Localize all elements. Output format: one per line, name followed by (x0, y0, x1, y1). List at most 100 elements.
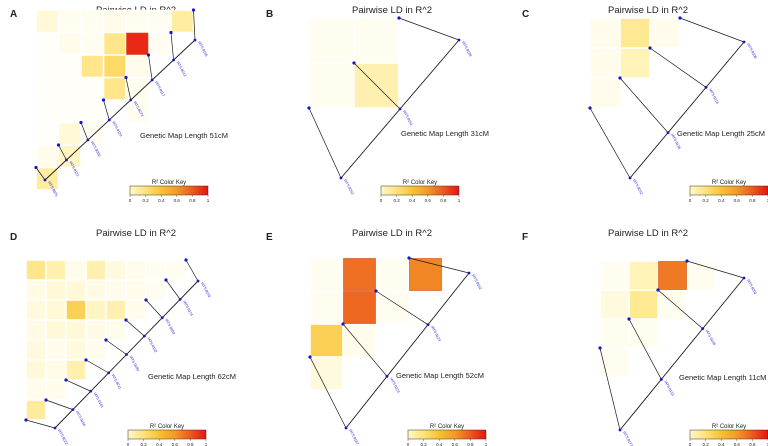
heatmap-cell (81, 32, 104, 55)
color-key-tick-label: 0 (407, 442, 410, 446)
marker-name: IATS 0117 (154, 81, 165, 97)
heatmap-cell (66, 340, 86, 360)
marker-point (101, 98, 106, 102)
heatmap-cells (589, 17, 681, 109)
map-point (467, 271, 471, 275)
heatmap-cell (309, 18, 354, 63)
map-point (666, 131, 670, 135)
heatmap-cell (26, 320, 46, 340)
color-key: R² Color Key 0 0.2 0.4 0.6 0.8 1 (689, 424, 768, 446)
heatmap-cell (86, 300, 106, 320)
marker-name: IATS 0141 (93, 392, 104, 409)
color-key-bar (129, 185, 209, 196)
marker-labels: IATS 0192 IATS 0174 IATS 0103 IATS 0152 IATS… (24, 258, 211, 445)
marker-name: IATS 0174 (182, 300, 193, 317)
color-key-tick-label: 1 (485, 442, 488, 446)
color-key-bar (689, 185, 768, 196)
genetic-map-line (44, 39, 196, 181)
marker-point (34, 165, 38, 170)
marker-connector (308, 107, 342, 179)
color-key-tick-label: 0.4 (156, 442, 163, 446)
heatmap-cell (409, 258, 442, 291)
marker-connector (145, 299, 163, 318)
map-point (457, 38, 461, 42)
marker-point (341, 322, 345, 326)
panel-label: E (266, 232, 273, 243)
color-key-title: R² Color Key (403, 180, 437, 186)
heatmap-cell (26, 400, 46, 420)
heatmap-cell-bg (80, 77, 104, 101)
marker-point (64, 378, 68, 382)
marker-name: IATS 0189 (129, 355, 140, 372)
heatmap-cell (590, 78, 620, 108)
marker-connector (165, 279, 181, 300)
marker-labels: IATS 0108 IATS 0216 IATS 0136 IATS 0232 (588, 16, 757, 195)
heatmap-cell (103, 77, 126, 100)
panel-label: F (522, 232, 528, 243)
marker-point (184, 258, 188, 262)
heatmap-cell (376, 291, 409, 324)
marker-connector (65, 379, 91, 392)
marker-point (79, 120, 83, 125)
heatmap-cell (658, 290, 687, 319)
marker-point (124, 318, 128, 322)
marker-connector (408, 257, 470, 274)
heatmap-cell (103, 32, 126, 55)
heatmap-cell (46, 340, 66, 360)
heatmap-cell (58, 10, 81, 33)
heatmap-cell (103, 55, 126, 78)
heatmap-cell (310, 258, 343, 291)
marker-name: IATS 0212 (176, 61, 187, 78)
heatmap-cell (126, 77, 149, 100)
color-key-tick-label: 0.4 (409, 198, 416, 203)
heatmap-cell (46, 300, 66, 320)
heatmap-cell (46, 320, 66, 340)
color-key-title: R² Color Key (712, 424, 746, 430)
marker-point (146, 53, 151, 57)
map-point (659, 377, 663, 381)
heatmap-cell (81, 10, 104, 33)
marker-point (84, 358, 88, 362)
color-key-tick-label: 0 (689, 442, 692, 446)
heatmap-cell (106, 300, 126, 320)
map-point (704, 85, 708, 89)
heatmap-cell (629, 261, 658, 290)
map-point (426, 323, 430, 327)
heatmap-cell (310, 324, 343, 357)
marker-name: IATS 0224 (389, 377, 400, 394)
marker-name: IATS 0136 (670, 133, 681, 150)
marker-connector (193, 9, 196, 41)
heatmap-cell (171, 10, 194, 33)
panel-title: Pairwise LD in R^2 (352, 5, 432, 16)
heatmap-cell (309, 63, 354, 108)
heatmap-cell (310, 357, 343, 390)
heatmap-cell (58, 32, 81, 55)
heatmap-cell (166, 260, 186, 280)
marker-connector (185, 259, 199, 282)
heatmap-cell (36, 145, 59, 168)
heatmap-cell (376, 258, 409, 291)
marker-name: IATS 0148 (705, 329, 716, 346)
color-key-tick-label: 0 (689, 198, 692, 203)
marker-name: IATS 0151 (402, 110, 413, 127)
genetic-map-line (629, 41, 745, 179)
color-key-tick-label: 0.2 (702, 198, 709, 203)
heatmap-cells (35, 9, 194, 190)
marker-name: IATS 0201 (746, 279, 757, 296)
marker-point (191, 8, 196, 12)
marker-connector (105, 339, 127, 355)
color-key-tick-label: 0.8 (467, 442, 474, 446)
color-key-tick-label: 0.6 (452, 442, 459, 446)
marker-connector (649, 47, 707, 88)
marker-connector (342, 323, 388, 377)
color-key-tick-label: 0.6 (734, 198, 741, 203)
map-point (150, 78, 154, 82)
color-key: R² Color Key 0 0.2 0.4 0.6 0.8 1 (127, 424, 208, 446)
genetic-map-line (345, 272, 470, 429)
marker-name: IATS 0108 (746, 43, 757, 60)
color-key-tick-label: 0 (129, 198, 132, 203)
heatmap-cell (126, 10, 149, 33)
panel-label: B (266, 9, 273, 20)
